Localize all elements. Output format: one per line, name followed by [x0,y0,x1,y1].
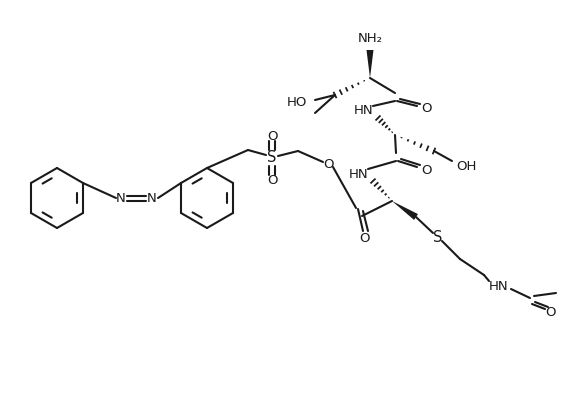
Text: N: N [147,192,157,204]
Text: O: O [267,130,277,142]
Text: O: O [545,306,555,320]
Text: OH: OH [456,161,476,173]
Text: S: S [267,150,277,166]
Text: HN: HN [349,168,369,180]
Text: O: O [267,173,277,187]
Text: O: O [360,232,370,244]
Polygon shape [367,50,374,78]
Text: S: S [433,230,443,244]
Text: HN: HN [489,280,509,292]
Text: NH₂: NH₂ [358,31,382,45]
Polygon shape [392,201,418,220]
Text: O: O [323,159,333,171]
Text: HN: HN [354,104,374,116]
Text: O: O [421,102,431,116]
Text: HO: HO [287,95,307,109]
Text: N: N [116,192,126,204]
Text: O: O [421,164,431,178]
